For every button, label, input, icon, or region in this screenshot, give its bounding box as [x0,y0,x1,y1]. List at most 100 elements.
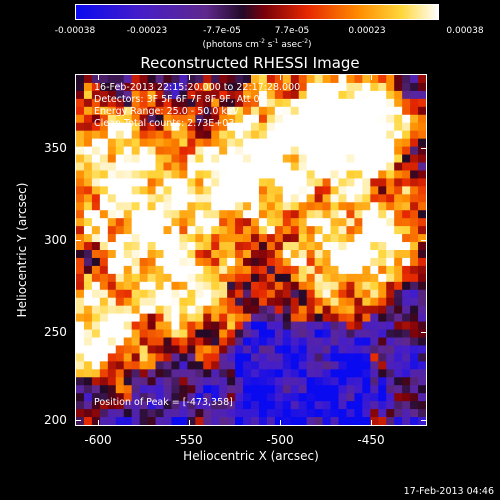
heatmap-cell [235,130,244,140]
heatmap-cell [282,281,292,291]
heatmap-cell [171,313,180,322]
heatmap-cell [76,162,85,171]
heatmap-cell [187,345,196,354]
heatmap-cell [243,353,252,362]
heatmap-cell [76,281,85,291]
heatmap-cell [179,226,188,235]
heatmap-cell [123,250,133,259]
heatmap-cell [314,273,323,283]
heatmap-cell [219,202,228,211]
heatmap-cell [362,353,371,362]
heatmap-cell [338,401,347,410]
heatmap-cell [362,90,371,100]
heatmap-cell [91,305,101,315]
heatmap-cell [298,337,308,346]
heatmap-cell [147,218,156,227]
heatmap-cell [91,250,101,259]
heatmap-cell [258,202,268,211]
heatmap-cell [155,361,164,370]
heatmap-cell [115,313,125,322]
heatmap-cell [163,361,172,370]
heatmap-cell [306,409,316,418]
heatmap-cell [179,218,188,227]
heatmap-cell [378,401,387,410]
heatmap-cell [203,218,212,227]
heatmap-cell [298,417,308,425]
heatmap-cell [314,82,323,92]
heatmap-cell [394,106,403,116]
heatmap-cell [346,170,355,179]
heatmap-cell [139,361,148,370]
heatmap-cell [155,170,164,179]
heatmap-cell [314,234,323,243]
heatmap-cell [211,170,220,179]
heatmap-cell [266,273,276,283]
heatmap-cell [290,345,300,354]
heatmap-cell [362,417,371,425]
heatmap-cell [258,210,268,219]
heatmap-cell [282,257,292,267]
heatmap-cell [91,393,101,402]
heatmap-cell [418,369,426,378]
heatmap-cell [107,162,117,171]
heatmap-cell [258,146,268,155]
heatmap-cell [418,313,426,322]
heatmap-cell [243,297,252,307]
heatmap-cell [83,329,93,338]
heatmap-cell [203,313,212,322]
heatmap-cell [330,234,339,243]
heatmap-cell [131,154,141,163]
heatmap-cell [386,265,395,275]
heatmap-cell [115,154,125,163]
heatmap-cell [227,226,236,235]
heatmap-cell [171,106,180,116]
heatmap-cell [203,186,212,195]
heatmap-cell [147,305,156,315]
heatmap-cell [227,114,236,124]
heatmap-cell [131,122,141,132]
heatmap-cell [235,210,244,219]
heatmap-cell [346,234,355,243]
heatmap-cell [107,138,117,147]
heatmap-cell [123,337,133,346]
heatmap-cell [211,114,220,124]
heatmap-cell [258,417,268,425]
heatmap-cell [219,329,228,338]
heatmap-cell [187,82,196,92]
heatmap-cell [354,178,363,187]
heatmap-cell [147,170,156,179]
heatmap-cell [243,90,252,100]
heatmap-cell [227,138,236,147]
heatmap-cell [258,75,268,84]
heatmap-cell [290,154,300,163]
heatmap-cell [123,90,133,100]
heatmap-cell [219,106,228,116]
heatmap-cell [354,337,363,346]
heatmap-cell [306,130,316,140]
heatmap-cell [338,409,347,418]
heatmap-cell [274,409,284,418]
heatmap-cell [171,114,180,124]
heatmap-cell [386,106,395,116]
heatmap-cell [243,393,252,402]
heatmap-cell [91,75,101,84]
heatmap-cell [378,321,387,330]
heatmap-cell [418,210,426,219]
heatmap-cell [99,170,109,179]
y-tick-mark [75,240,81,241]
heatmap-cell [99,297,109,307]
heatmap-cell [386,257,395,267]
heatmap-cell [330,170,339,179]
heatmap-cell [402,114,411,124]
heatmap-cell [418,178,426,187]
heatmap-cell [131,305,141,315]
heatmap-cell [306,138,316,147]
heatmap-cell [147,337,156,346]
heatmap-cell [282,162,292,171]
heatmap-cell [330,313,339,322]
heatmap-cell [274,154,284,163]
heatmap-cell [227,98,236,108]
heatmap-cell [155,138,164,147]
heatmap-cell [187,130,196,140]
heatmap-cell [274,234,284,243]
